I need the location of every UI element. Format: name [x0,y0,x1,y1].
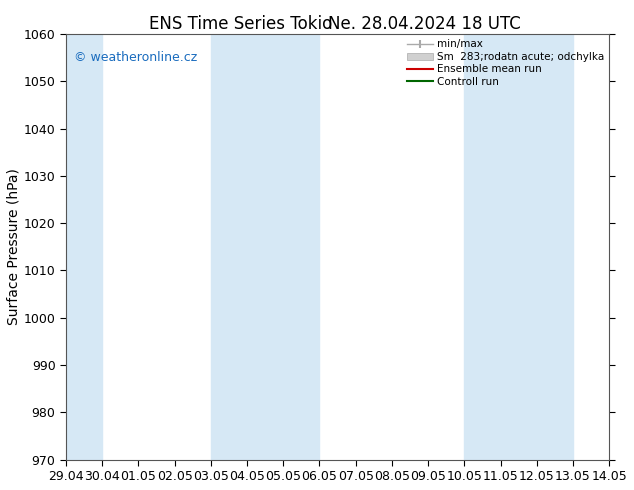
Bar [464,34,573,460]
Bar [211,34,320,460]
Text: Ne. 28.04.2024 18 UTC: Ne. 28.04.2024 18 UTC [328,15,521,33]
Text: ENS Time Series Tokio: ENS Time Series Tokio [149,15,333,33]
Text: © weatheronline.cz: © weatheronline.cz [74,51,197,64]
Legend: min/max, Sm  283;rodatn acute; odchylka, Ensemble mean run, Controll run: min/max, Sm 283;rodatn acute; odchylka, … [404,37,606,89]
Y-axis label: Surface Pressure (hPa): Surface Pressure (hPa) [7,169,21,325]
Bar [66,34,102,460]
